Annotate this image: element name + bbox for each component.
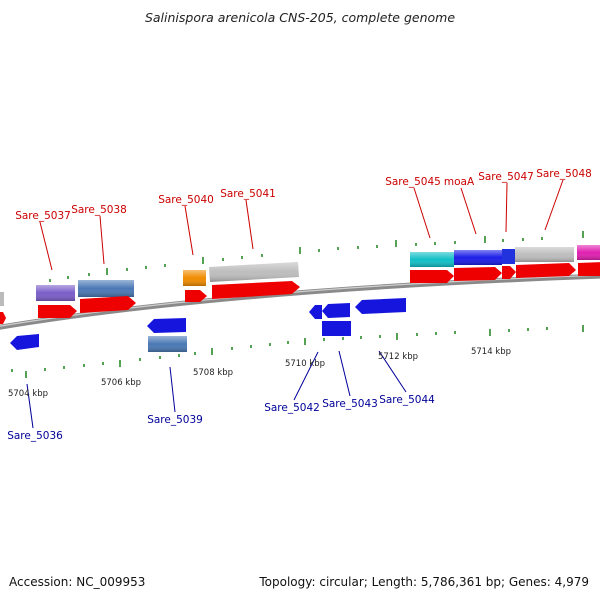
gene-block-shade xyxy=(410,252,454,267)
leader-moaa xyxy=(460,187,477,235)
leader-sare-5041 xyxy=(245,199,254,250)
cds-arrow[interactable] xyxy=(212,281,300,299)
reverse-cds-row xyxy=(10,298,406,352)
cds-arrow[interactable] xyxy=(502,266,516,279)
label-sare-5047: Sare_5047 xyxy=(478,171,534,183)
cds-arrow[interactable] xyxy=(80,296,136,313)
leader-sare-5047 xyxy=(505,182,508,233)
gene-block-shade xyxy=(183,270,206,286)
cds-arrow[interactable] xyxy=(0,312,6,324)
cds-arrow-reverse[interactable] xyxy=(355,298,406,314)
scale-label: 5712 kbp xyxy=(378,352,418,362)
label-sare-5038: Sare_5038 xyxy=(71,204,127,216)
gene-block-shade xyxy=(78,280,134,297)
cds-arrow[interactable] xyxy=(38,305,77,318)
gene-block-shade xyxy=(36,285,75,301)
scale-label: 5714 kbp xyxy=(471,347,511,357)
scale-labels: 5704 kbp 5706 kbp 5708 kbp 5710 kbp 5712… xyxy=(8,347,511,399)
scale-label: 5704 kbp xyxy=(8,389,48,399)
scale-label: 5710 kbp xyxy=(285,359,325,369)
forward-cds-row xyxy=(0,262,600,324)
topology-label: Topology: circular; Length: 5,786,361 bp… xyxy=(259,575,589,589)
genome-title: Salinispora arenicola CNS-205, complete … xyxy=(144,10,456,25)
leader-sare-5038 xyxy=(99,215,105,265)
label-moaa: moaA xyxy=(444,176,475,188)
gene-block-shade xyxy=(577,245,600,260)
leader-sare-5039 xyxy=(169,366,176,413)
cds-arrow[interactable] xyxy=(516,263,576,278)
leader-sare-5037 xyxy=(39,221,53,271)
inner-tick-track xyxy=(11,325,584,378)
label-sare-5044: Sare_5044 xyxy=(379,394,435,406)
cds-arrow-reverse[interactable] xyxy=(322,303,350,318)
leader-sare-5045 xyxy=(413,187,431,239)
leader-sare-5048 xyxy=(544,179,564,231)
gene-block-shade xyxy=(515,247,574,262)
label-sare-5043: Sare_5043 xyxy=(322,398,378,410)
label-sare-5042: Sare_5042 xyxy=(264,402,320,414)
cds-arrow-reverse[interactable] xyxy=(10,334,39,350)
leader-sare-5044 xyxy=(378,350,407,393)
gene-block-shade xyxy=(148,336,187,352)
leader-sare-5042 xyxy=(293,351,319,401)
reverse-label-leaders xyxy=(26,350,407,429)
label-sare-5040: Sare_5040 xyxy=(158,194,214,206)
label-sare-5041: Sare_5041 xyxy=(220,188,276,200)
accession-label: Accession: NC_009953 xyxy=(9,575,146,589)
label-sare-5045: Sare_5045 xyxy=(385,176,441,188)
gene-block-sare-5047[interactable] xyxy=(502,249,515,264)
cds-arrow-reverse[interactable] xyxy=(147,318,186,333)
label-sare-5036: Sare_5036 xyxy=(7,430,63,442)
gene-block-shade xyxy=(209,262,299,282)
cds-block-reverse[interactable] xyxy=(322,321,351,336)
label-sare-5037: Sare_5037 xyxy=(15,210,71,222)
leader-sare-5040 xyxy=(184,205,194,256)
forward-gene-row xyxy=(0,245,600,306)
forward-label-leaders xyxy=(39,179,564,271)
cds-arrow-reverse[interactable] xyxy=(309,305,322,319)
leader-sare-5043 xyxy=(338,350,351,397)
forward-gene-labels: Sare_5037 Sare_5038 Sare_5040 Sare_5041 … xyxy=(15,168,592,222)
scale-label: 5708 kbp xyxy=(193,368,233,378)
cds-arrow[interactable] xyxy=(454,267,502,281)
label-sare-5039: Sare_5039 xyxy=(147,414,203,426)
cds-arrow[interactable] xyxy=(578,262,600,276)
gene-block[interactable] xyxy=(0,292,4,306)
gene-block-shade xyxy=(454,250,502,265)
label-sare-5048: Sare_5048 xyxy=(536,168,592,180)
reverse-gene-labels: Sare_5036 Sare_5039 Sare_5042 Sare_5043 … xyxy=(7,394,435,442)
cds-arrow[interactable] xyxy=(410,270,454,283)
leader-sare-5036 xyxy=(26,383,34,429)
outer-tick-track xyxy=(49,231,584,282)
cds-arrow[interactable] xyxy=(185,290,207,302)
scale-label: 5706 kbp xyxy=(101,378,141,388)
